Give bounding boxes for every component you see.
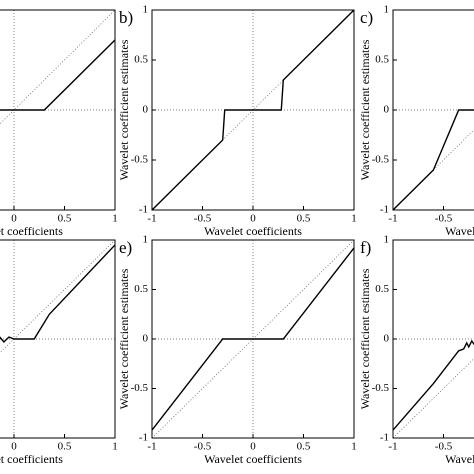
y-axis-label: Wavelet coefficient estimates — [117, 268, 131, 409]
y-tick-label: -1 — [380, 432, 389, 444]
x-tick-label: 0 — [11, 213, 17, 225]
x-tick-label: 1 — [112, 441, 118, 453]
x-tick-label: 0 — [250, 441, 256, 453]
panel-label: b) — [119, 8, 133, 27]
x-tick-label: 1 — [112, 213, 118, 225]
x-tick-label: 0.5 — [58, 213, 72, 225]
x-axis-label: Wavelet coefficients — [0, 452, 63, 466]
x-tick-label: 0 — [250, 213, 256, 225]
x-axis-label: Wavelet coefficients — [204, 452, 302, 466]
x-tick-label: -0.5 — [194, 213, 212, 225]
x-tick-label: -0.5 — [194, 441, 212, 453]
x-tick-label: -0.5 — [435, 213, 453, 225]
y-axis-label: Wavelet coefficient estimates — [358, 39, 372, 180]
panel-label: e) — [119, 238, 132, 257]
x-axis-label: Wavelet coefficients — [204, 224, 302, 238]
y-axis-label: Wavelet coefficient estimates — [358, 268, 372, 409]
x-tick-label: -1 — [388, 441, 397, 453]
x-tick-label: 0.5 — [58, 441, 72, 453]
x-tick-label: -1 — [388, 213, 397, 225]
y-tick-label: 0 — [384, 104, 390, 116]
y-tick-label: -1 — [139, 204, 148, 216]
x-tick-label: -1 — [147, 441, 156, 453]
series-line — [0, 244, 116, 343]
y-axis-label: Wavelet coefficient estimates — [117, 39, 131, 180]
x-tick-label: 0 — [11, 441, 17, 453]
y-tick-label: -1 — [139, 432, 148, 444]
x-axis-label: Wavelet coefficients — [445, 224, 474, 238]
x-tick-label: 1 — [351, 213, 357, 225]
y-tick-label: 0 — [143, 333, 149, 345]
x-axis-label: Wavelet coefficients — [0, 224, 63, 238]
series-line — [151, 247, 355, 431]
series-line — [151, 9, 355, 211]
series-line — [0, 39, 116, 111]
y-tick-label: -1 — [380, 204, 389, 216]
x-tick-label: 1 — [351, 441, 357, 453]
y-tick-label: 1 — [143, 4, 149, 16]
panel-label: f) — [360, 238, 371, 257]
y-tick-label: 1 — [143, 234, 149, 246]
y-tick-label: 0 — [143, 104, 149, 116]
y-tick-label: -0.5 — [372, 382, 390, 394]
x-tick-label: 0.5 — [297, 441, 311, 453]
series-line — [392, 339, 474, 431]
y-tick-label: 1 — [384, 4, 390, 16]
y-tick-label: 1 — [384, 234, 390, 246]
y-tick-label: 0.5 — [375, 283, 389, 295]
x-tick-label: -0.5 — [435, 441, 453, 453]
y-tick-label: 0.5 — [134, 283, 148, 295]
y-tick-label: 0.5 — [134, 54, 148, 66]
y-tick-label: 0 — [384, 333, 390, 345]
series-line — [392, 109, 474, 211]
y-tick-label: -0.5 — [131, 382, 149, 394]
y-tick-label: -0.5 — [372, 154, 390, 166]
x-tick-label: 0.5 — [297, 213, 311, 225]
panel-label: c) — [360, 8, 373, 27]
x-tick-label: -1 — [147, 213, 156, 225]
x-axis-label: Wavelet coefficients — [445, 452, 474, 466]
y-tick-label: 0.5 — [375, 54, 389, 66]
y-tick-label: -0.5 — [131, 154, 149, 166]
